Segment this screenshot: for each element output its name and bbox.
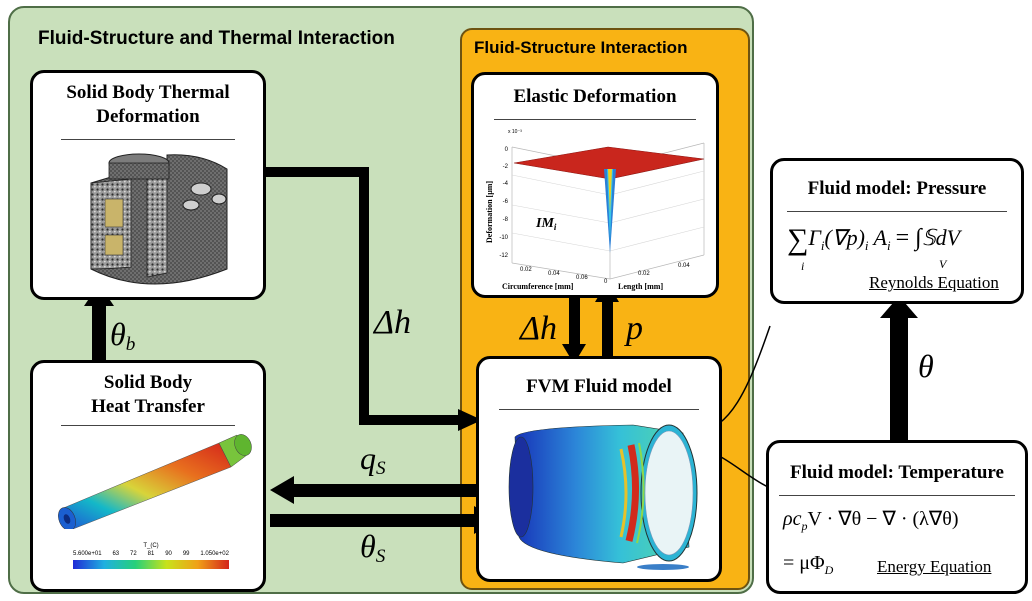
- x-tick: 0.04: [548, 271, 560, 277]
- arrow-fsi-delta-h-shaft: [569, 284, 580, 346]
- box-title: Elastic Deformation: [513, 86, 677, 107]
- energy-equation-line2: = μΦD: [783, 553, 833, 576]
- eq-index: i: [820, 238, 825, 253]
- plot-scale-label: x 10⁻³: [508, 129, 522, 135]
- arrow-fsi-delta-h-head: [562, 344, 586, 364]
- box-title: Fluid model: Pressure: [807, 178, 987, 199]
- x-tick: 0.02: [520, 267, 532, 273]
- legend-tick: 5.600e+01: [73, 551, 102, 557]
- z-tick: -10: [499, 235, 508, 241]
- eq-area: A: [873, 225, 887, 250]
- fsi-panel-title: Fluid-Structure Interaction: [474, 38, 688, 57]
- x-axis-label: Circumference [mm]: [502, 282, 574, 291]
- outer-panel-title: Fluid-Structure and Thermal Interaction: [38, 28, 395, 49]
- eq-index: i: [864, 238, 869, 253]
- gamma-symbol: Γ: [808, 225, 821, 250]
- arrow-q-s-head: [270, 476, 294, 504]
- box-title-line1: Solid Body: [103, 372, 193, 393]
- arrow-q-s-shaft: [292, 484, 482, 497]
- legend-tick: 81: [147, 551, 155, 557]
- integral-limit: V: [939, 257, 947, 271]
- theta-label: θ: [918, 348, 934, 384]
- z-tick: 0: [505, 147, 509, 153]
- fsi-delta-h-label: Δh: [520, 310, 557, 347]
- temperature-contour-cylinder-image: [58, 434, 252, 529]
- x-tick: 0.06: [576, 275, 588, 281]
- z-tick: -6: [503, 199, 509, 205]
- box-title: Fluid model: Temperature: [790, 462, 1004, 483]
- eq-gradient: (∇p): [824, 225, 865, 250]
- temperature-legend: T_(C) 5.600e+01 63 72 81 90 99 1.050e+02: [73, 543, 229, 583]
- reynolds-equation-label: Reynolds Equation: [869, 273, 999, 292]
- theta-b-label: θb: [110, 316, 136, 355]
- thermal-deformation-mesh-image: [90, 153, 228, 285]
- solid-body-thermal-deformation-box: Solid Body Thermal Deformation: [30, 70, 266, 300]
- arrow-theta-b-shaft: [92, 304, 106, 366]
- z-axis-label: Deformation [μm]: [485, 181, 494, 243]
- y-tick: 0.04: [678, 263, 690, 269]
- z-tick: -4: [503, 181, 509, 187]
- z-tick: -12: [499, 253, 508, 259]
- legend-tick: 63: [112, 551, 120, 557]
- q-s-label: qS: [360, 440, 386, 479]
- energy-equation-label: Energy Equation: [877, 557, 992, 576]
- z-tick: -8: [503, 217, 509, 223]
- y-tick: 0.02: [638, 271, 650, 277]
- reynolds-equation-formula: ∑Γi(∇p)i Ai = ∫𝕊dV: [787, 221, 960, 261]
- eq-integrand: 𝕊dV: [921, 225, 961, 250]
- eq-index: i: [886, 238, 891, 253]
- arrow-theta-s-shaft: [270, 514, 476, 527]
- legend-tick: 99: [182, 551, 190, 557]
- pressure-p-label: p: [626, 310, 643, 347]
- eq-sub-p: p: [801, 519, 808, 533]
- z-tick: -2: [503, 164, 509, 170]
- theta-s-label: θS: [360, 528, 386, 567]
- arrow-theta-head: [880, 296, 918, 318]
- legend-label: T_(C): [143, 543, 159, 549]
- eq-rhs: = ∫: [895, 225, 922, 251]
- y-axis-label: Length [mm]: [618, 282, 663, 291]
- box-title-line2: Heat Transfer: [91, 396, 205, 417]
- arrow-fsi-p-shaft: [602, 300, 613, 364]
- legend-tick: 90: [165, 551, 172, 557]
- y-tick: 0: [604, 279, 608, 285]
- elastic-deformation-box: Elastic Deformation x 10⁻³ 0 -2 -4 -6 -8…: [471, 72, 719, 298]
- sum-lower-index: i: [801, 259, 805, 273]
- box-title-line1: Solid Body Thermal: [66, 82, 230, 103]
- arrow-theta-shaft: [890, 316, 908, 444]
- eq-rho-c: ρc: [783, 508, 802, 530]
- pressure-contour-cylinder-image: [508, 424, 698, 570]
- box-title-line2: Deformation: [96, 106, 200, 127]
- fvm-fluid-model-box: FVM Fluid model: [476, 356, 722, 582]
- arrow-delta-h-path: [264, 167, 460, 425]
- delta-h-label: Δh: [374, 304, 411, 341]
- eq-dissipation: = μΦ: [783, 552, 825, 574]
- plot-annotation: IMi: [535, 216, 557, 232]
- arrow-delta-h-head: [458, 409, 482, 431]
- legend-ticks: 5.600e+01 63 72 81 90 99 1.050e+02: [73, 551, 229, 557]
- energy-equation-line1: ρcpV · ∇θ − ∇ · (λ∇θ): [783, 509, 958, 532]
- legend-color-bar: [73, 560, 229, 569]
- fluid-model-temperature-box: Fluid model: Temperature ρcpV · ∇θ − ∇ ·…: [766, 440, 1028, 594]
- eq-sub-d: D: [824, 563, 834, 577]
- sum-symbol: ∑: [787, 223, 809, 256]
- fluid-model-pressure-box: Fluid model: Pressure ∑Γi(∇p)i Ai = ∫𝕊dV…: [770, 158, 1024, 304]
- legend-tick: 72: [130, 551, 137, 557]
- legend-tick: 1.050e+02: [200, 551, 229, 557]
- eq-convection-diffusion: V · ∇θ − ∇ · (λ∇θ): [807, 508, 959, 530]
- deformation-surface-plot: x 10⁻³ 0 -2 -4 -6 -8 -10 -12 Deformation…: [485, 129, 705, 291]
- solid-body-heat-transfer-box: Solid Body Heat Transfer T_(C) 5.600e+01…: [30, 360, 266, 592]
- box-title: FVM Fluid model: [526, 376, 672, 397]
